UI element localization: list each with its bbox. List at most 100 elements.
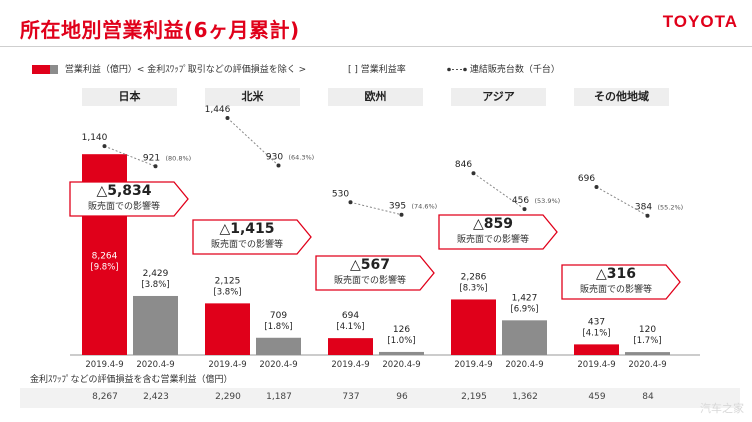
delta-callout: △316 販売面での影響等 bbox=[566, 266, 666, 295]
footer-value: 459 bbox=[588, 392, 606, 402]
legend-units: 連結販売台数（千台） bbox=[447, 62, 560, 75]
bar-2020 bbox=[502, 320, 547, 355]
bar-value-label: 1,427 bbox=[512, 293, 538, 303]
footer-value: 2,195 bbox=[461, 392, 487, 402]
bar-value-label: 2,429 bbox=[143, 269, 169, 279]
delta-note: 販売面での影響等 bbox=[87, 202, 160, 212]
bar-2019 bbox=[451, 299, 496, 355]
delta-callout-box bbox=[561, 264, 681, 300]
delta-callout-box bbox=[69, 181, 189, 217]
margin-label: [6.9%] bbox=[510, 304, 538, 314]
region-header-japan: 日本 bbox=[82, 88, 177, 106]
legend-margin: [ ] 営業利益率 bbox=[348, 62, 406, 75]
units-ratio-label: (74.6%) bbox=[412, 203, 438, 211]
period-tick-label: 2020.4-9 bbox=[505, 360, 543, 370]
footer-value: 2,290 bbox=[215, 392, 241, 402]
units-point bbox=[348, 200, 353, 205]
margin-label: [4.1%] bbox=[582, 328, 610, 338]
margin-label: [3.8%] bbox=[141, 280, 169, 290]
units-value-label: 1,446 bbox=[205, 105, 231, 115]
units-point bbox=[594, 185, 599, 189]
bar-value-label: 126 bbox=[393, 325, 410, 335]
region-header-europe: 欧州 bbox=[328, 88, 423, 106]
legend-gray-swatch bbox=[50, 65, 58, 74]
delta-callout-box bbox=[315, 255, 435, 291]
footer-value: 737 bbox=[342, 392, 360, 402]
period-tick-label: 2020.4-9 bbox=[136, 360, 174, 370]
footer-value: 96 bbox=[396, 392, 408, 402]
units-point bbox=[471, 171, 476, 176]
margin-label: [8.3%] bbox=[459, 283, 487, 293]
units-point bbox=[153, 164, 158, 169]
period-tick-label: 2019.4-9 bbox=[85, 360, 123, 370]
margin-label: [3.8%] bbox=[213, 287, 241, 297]
bar-value-label: 437 bbox=[588, 317, 605, 327]
period-tick-label: 2019.4-9 bbox=[577, 360, 615, 370]
bar-value-label: 709 bbox=[270, 311, 287, 321]
delta-callout-box bbox=[192, 219, 312, 255]
bar-2020 bbox=[379, 351, 424, 355]
units-ratio-label: (80.8%) bbox=[166, 154, 192, 162]
region-header-other: その他地域 bbox=[574, 88, 669, 106]
period-tick-label: 2019.4-9 bbox=[454, 360, 492, 370]
margin-label: [1.7%] bbox=[633, 336, 661, 346]
period-tick-label: 2020.4-9 bbox=[382, 360, 420, 370]
units-point bbox=[522, 207, 527, 212]
legend-red-swatch bbox=[32, 65, 50, 74]
bar-value-label: 120 bbox=[639, 325, 656, 335]
delta-callout: △859 販売面での影響等 bbox=[443, 216, 543, 245]
period-tick-label: 2019.4-9 bbox=[208, 360, 246, 370]
period-tick-label: 2020.4-9 bbox=[259, 360, 297, 370]
units-value-label: 846 bbox=[455, 160, 472, 170]
legend-op-profit-label: 営業利益（億円）< 金利ｽﾜｯﾌﾟ取引などの評価損益を除く > bbox=[64, 65, 307, 75]
units-ratio-label: (53.9%) bbox=[535, 197, 561, 205]
units-ratio-label: (64.3%) bbox=[289, 153, 315, 161]
units-value-label: 1,140 bbox=[82, 133, 108, 143]
units-value-label: 921 bbox=[143, 153, 160, 163]
units-line bbox=[350, 201, 402, 216]
bar-value-label: 8,264 bbox=[92, 252, 118, 262]
bar-2020 bbox=[133, 295, 178, 355]
period-tick-label: 2019.4-9 bbox=[331, 360, 369, 370]
units-point bbox=[645, 213, 650, 218]
footer-band bbox=[20, 388, 740, 408]
bar-value-label: 694 bbox=[342, 311, 359, 321]
delta-note: 販売面での影響等 bbox=[333, 276, 406, 286]
page-title: 所在地別営業利益(6ヶ月累計) bbox=[20, 18, 300, 42]
delta-callout: △567 販売面での影響等 bbox=[320, 257, 420, 286]
delta-value: △316 bbox=[596, 266, 636, 282]
units-value-label: 384 bbox=[635, 203, 652, 213]
footer-value: 8,267 bbox=[92, 392, 118, 402]
units-point bbox=[102, 144, 107, 149]
bar-2019 bbox=[574, 344, 619, 355]
bar-2020 bbox=[256, 337, 301, 355]
margin-label: [1.8%] bbox=[264, 322, 292, 332]
units-value-label: 696 bbox=[578, 174, 595, 184]
units-point bbox=[276, 163, 281, 168]
delta-callout: △5,834 販売面での影響等 bbox=[74, 183, 174, 212]
delta-callout: △1,415 販売面での影響等 bbox=[197, 221, 297, 250]
region-header-asia: アジア bbox=[451, 88, 546, 106]
delta-value: △5,834 bbox=[96, 183, 152, 199]
delta-note: 販売面での影響等 bbox=[456, 235, 529, 245]
delta-callout-box bbox=[438, 214, 558, 250]
region-header-north-america: 北米 bbox=[205, 88, 300, 106]
bar-2020 bbox=[625, 352, 670, 355]
period-tick-label: 2020.4-9 bbox=[628, 360, 666, 370]
units-line bbox=[104, 145, 156, 167]
delta-value: △859 bbox=[473, 216, 513, 232]
units-point bbox=[225, 116, 230, 120]
units-ratio-label: (55.2%) bbox=[658, 204, 684, 212]
delta-note: 販売面での影響等 bbox=[579, 285, 652, 295]
margin-label: [1.0%] bbox=[387, 336, 415, 346]
units-value-label: 395 bbox=[389, 202, 406, 212]
units-point bbox=[399, 212, 404, 217]
bar-value-label: 2,125 bbox=[215, 276, 241, 286]
footer-value: 1,362 bbox=[512, 392, 538, 402]
bar-value-label: 2,286 bbox=[461, 272, 487, 282]
margin-label: [4.1%] bbox=[336, 322, 364, 332]
watermark: 汽车之家 bbox=[700, 402, 744, 415]
legend-units-label: 連結販売台数（千台） bbox=[469, 65, 560, 75]
footer-value: 1,187 bbox=[266, 392, 292, 402]
